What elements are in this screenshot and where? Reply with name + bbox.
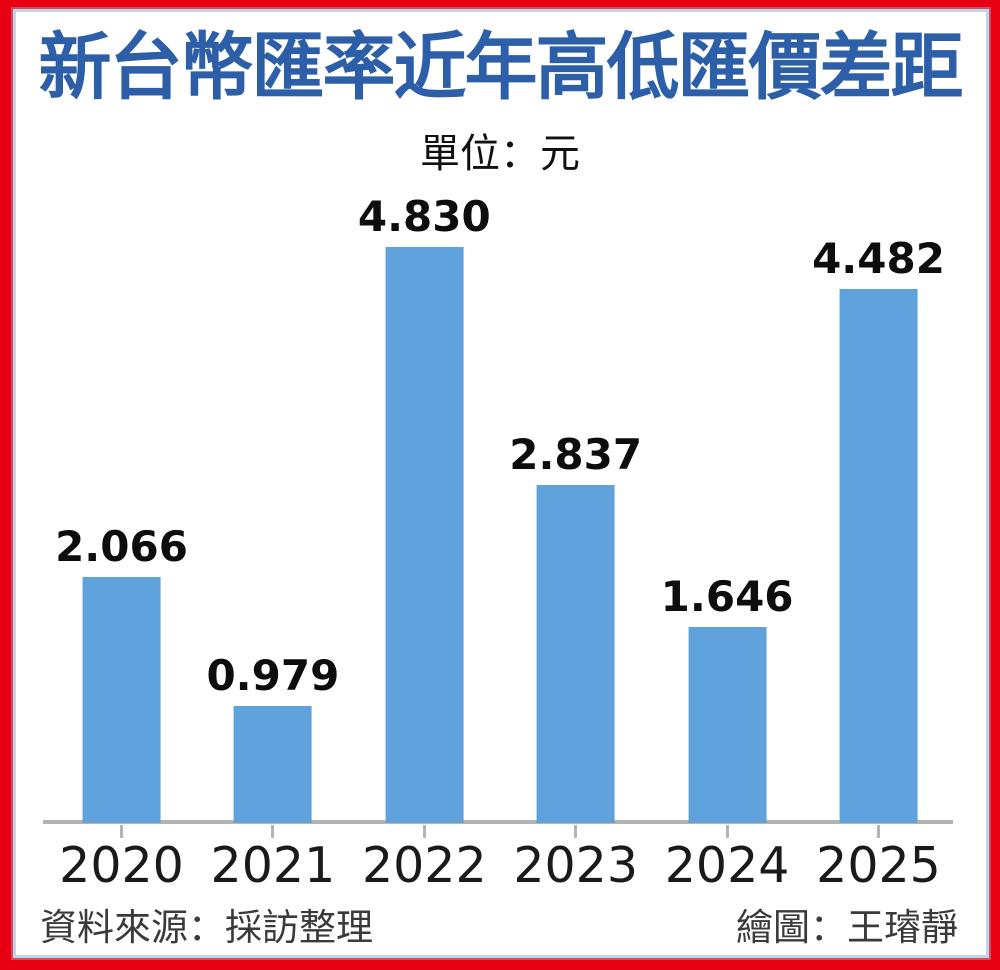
- source-note: 資料來源：採訪整理: [40, 906, 373, 949]
- x-axis-label-2025: 2025: [816, 837, 941, 894]
- bar-value-label: 0.979: [206, 651, 340, 700]
- bar-value-label: 4.830: [357, 192, 491, 241]
- bar-group-2025: 4.482: [812, 238, 945, 823]
- x-axis-label-2021: 2021: [210, 837, 336, 894]
- x-axis-tick: [271, 825, 275, 838]
- chart-panel: [13, 9, 989, 958]
- illustrator-credit: 繪圖：王璿靜: [736, 906, 958, 949]
- x-axis-tick: [422, 825, 426, 838]
- x-axis-tick: [574, 825, 578, 838]
- bar-group-2022: 4.830: [358, 196, 491, 823]
- bar: [82, 577, 161, 823]
- bar: [385, 247, 464, 823]
- x-axis-tick: [877, 825, 880, 838]
- x-axis-label-2022: 2022: [361, 837, 487, 894]
- bar-group-2024: 1.646: [661, 576, 794, 823]
- bar-group-2020: 2.066: [55, 526, 188, 823]
- x-axis-tick: [120, 825, 123, 838]
- x-axis-tick: [725, 825, 729, 838]
- bar: [536, 485, 615, 823]
- bar-value-label: 4.482: [812, 234, 945, 283]
- bar-group-2021: 0.979: [206, 655, 339, 823]
- x-axis-label-2023: 2023: [513, 837, 639, 894]
- bar: [839, 289, 918, 823]
- x-axis-label-2020: 2020: [59, 837, 184, 894]
- bar-group-2023: 2.837: [509, 434, 642, 823]
- bar: [688, 627, 767, 823]
- bar: [233, 706, 312, 823]
- chart-title: 新台幣匯率近年高低匯價差距: [38, 25, 964, 110]
- x-axis-label-2024: 2024: [664, 837, 790, 894]
- bar-value-label: 1.646: [660, 572, 794, 621]
- bar-value-label: 2.837: [509, 430, 643, 479]
- x-axis-line: [43, 820, 953, 824]
- bar-value-label: 2.066: [55, 522, 188, 571]
- unit-label: 單位：元: [420, 131, 580, 177]
